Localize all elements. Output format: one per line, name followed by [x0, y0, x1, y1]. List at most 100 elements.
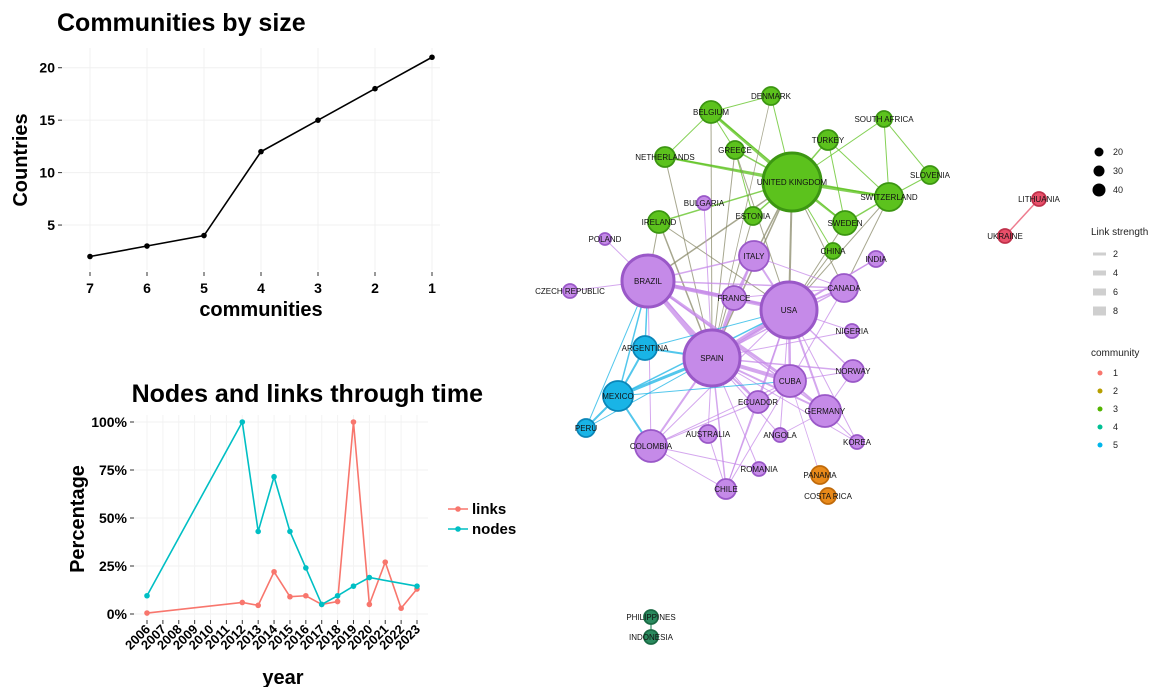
node-label: SOUTH AFRICA	[854, 115, 914, 124]
network-node	[844, 323, 860, 339]
network-node	[920, 165, 940, 185]
network-node	[874, 182, 904, 212]
network-link	[647, 280, 845, 289]
community-legend-dot	[1097, 406, 1103, 412]
y-tick-label: 5	[47, 217, 55, 233]
network-link	[883, 118, 931, 176]
x-tick-label: 4	[257, 280, 265, 296]
network-node	[643, 609, 659, 625]
network-link	[789, 287, 845, 382]
network-link	[710, 111, 713, 359]
y-tick-label: 10	[39, 165, 55, 181]
series-line-nodes	[146, 419, 418, 606]
data-point-links	[350, 419, 357, 425]
network-link	[711, 149, 736, 359]
size-legend-label: 30	[1113, 166, 1123, 176]
data-point-nodes	[350, 583, 357, 589]
network-node	[808, 394, 842, 428]
y-axis-title: Percentage	[67, 465, 89, 573]
data-point	[258, 148, 264, 155]
network-node	[810, 465, 830, 485]
legend-label: links	[472, 501, 506, 518]
node-label: MEXICO	[602, 392, 634, 401]
node-label: PHILIPPINES	[626, 613, 675, 622]
data-point-links	[303, 592, 309, 599]
node-label: CHINA	[821, 247, 847, 256]
size-legend-dot	[1092, 183, 1106, 197]
data-point-links	[144, 610, 150, 616]
data-point-nodes	[287, 528, 293, 535]
network-node	[725, 140, 745, 160]
data-point	[315, 117, 321, 123]
network-node	[698, 424, 718, 444]
x-tick-label: 5	[200, 280, 208, 296]
link-legend-title: Link strength	[1091, 227, 1148, 238]
community-legend-title: community	[1091, 348, 1139, 359]
data-point-links	[366, 601, 373, 608]
node-label: BRAZIL	[634, 277, 663, 286]
x-axis-title: communities	[199, 299, 322, 321]
network-link	[711, 95, 772, 359]
x-tick-label: 2	[371, 280, 379, 296]
network-node	[632, 335, 658, 361]
network-node	[602, 380, 634, 412]
link-legend-label: 4	[1113, 268, 1118, 278]
communities-chart: Communities by size 5 10 15 20 7 6 5 4 3 2 1 communi…	[10, 9, 440, 321]
size-legend-label: 20	[1113, 147, 1123, 157]
x-axis-title: year	[262, 667, 303, 687]
node-label: INDONESIA	[629, 633, 674, 642]
node-label: SWEDEN	[827, 219, 862, 228]
network-node	[997, 228, 1013, 244]
node-label: SPAIN	[700, 354, 724, 363]
data-point-links	[334, 598, 341, 605]
node-label: NETHERLANDS	[635, 153, 695, 162]
network-node	[867, 250, 885, 268]
node-label: NIGERIA	[836, 327, 870, 336]
data-point-nodes	[366, 574, 373, 581]
data-point	[144, 243, 150, 249]
network-link	[1004, 198, 1040, 237]
community-legend-dot	[1097, 442, 1103, 448]
network-node	[773, 364, 807, 398]
node-label: NORWAY	[836, 367, 872, 376]
node-label: CUBA	[779, 377, 802, 386]
network-node	[824, 242, 842, 260]
y-tick-label: 100%	[91, 414, 127, 430]
chart-title: Nodes and links through time	[132, 380, 484, 408]
data-point-links	[255, 602, 261, 609]
node-label: ECUADOR	[738, 398, 778, 407]
node-label: DENMARK	[751, 92, 792, 101]
data-point-nodes	[303, 565, 309, 571]
network-node	[746, 390, 770, 414]
node-label: ITALY	[743, 252, 765, 261]
node-label: BULGARIA	[684, 199, 725, 208]
network-node	[738, 240, 770, 272]
network-legend: 20 30 40 Link strength 2 4 6 8 community 1 2 3 4 5	[1091, 147, 1148, 450]
network-graph: DENMARK BELGIUM SOUTH AFRICA TURKEY GREECE NE…	[535, 86, 1148, 645]
network-node	[829, 273, 859, 303]
network-node	[598, 232, 612, 246]
network-node	[817, 129, 839, 151]
link-legend-label: 2	[1113, 249, 1118, 259]
network-node	[1031, 191, 1047, 207]
node-label: ESTONIA	[736, 212, 772, 221]
network-node	[721, 285, 747, 311]
node-label: COSTA RICA	[804, 492, 853, 501]
data-point	[372, 85, 378, 92]
node-label: FRANCE	[718, 294, 751, 303]
legend-label: nodes	[472, 521, 516, 538]
data-point-nodes	[414, 583, 420, 589]
network-node	[647, 210, 671, 234]
network-node	[682, 328, 742, 388]
community-legend-dot	[1097, 370, 1103, 376]
node-label: GREECE	[718, 146, 752, 155]
network-node	[696, 195, 712, 211]
node-label: TURKEY	[812, 136, 845, 145]
y-tick-label: 15	[39, 112, 55, 128]
network-link	[753, 255, 845, 289]
size-legend-dot	[1093, 165, 1105, 177]
x-tick-label: 7	[86, 280, 94, 296]
data-point-links	[287, 593, 293, 600]
node-label: LITHUANIA	[1018, 195, 1060, 204]
node-label: INDIA	[865, 255, 887, 264]
